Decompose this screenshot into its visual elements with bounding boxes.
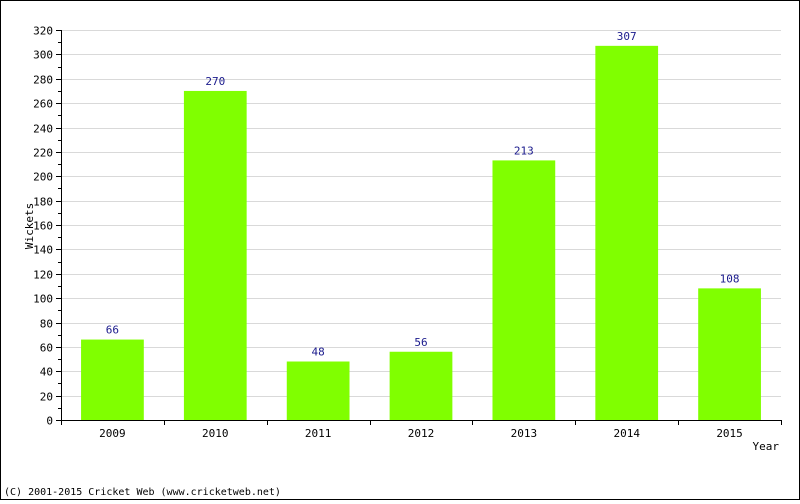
y-axis-label: Wickets (23, 203, 36, 249)
x-tick-label-2015: 2015 (716, 427, 743, 440)
y-tick-label: 180 (33, 196, 53, 209)
footer-copyright: (C) 2001-2015 Cricket Web (www.cricketwe… (4, 487, 281, 498)
y-tick-label: 100 (33, 293, 53, 306)
y-tick-label: 60 (40, 342, 53, 355)
axes (56, 30, 782, 425)
y-tick-labels: 0 20 40 60 80 100 120 140 160 180 200 220 240 260 280 3… (33, 25, 53, 428)
bar-2013 (492, 160, 556, 420)
bars (81, 45, 761, 420)
x-tick-label-2009: 2009 (99, 427, 126, 440)
y-tick-label: 0 (46, 415, 53, 428)
y-tick-label: 80 (40, 318, 53, 331)
x-tick-labels: 2009 2010 2011 2012 2013 2014 2015 (99, 427, 743, 440)
y-tick-label: 140 (33, 244, 53, 257)
bar-2014 (595, 45, 659, 420)
y-tick-label: 240 (33, 123, 53, 136)
y-tick-label: 120 (33, 269, 53, 282)
value-labels: 66 270 48 56 213 307 108 (106, 30, 740, 359)
value-label-2010: 270 (205, 75, 225, 88)
x-axis-label: Year (753, 440, 780, 453)
bar-2009 (81, 339, 144, 420)
value-label-2013: 213 (514, 144, 534, 157)
x-tick-label-2012: 2012 (408, 427, 435, 440)
y-tick-label: 320 (33, 25, 53, 38)
y-tick-label: 220 (33, 147, 53, 160)
y-tick-label: 300 (33, 49, 53, 62)
y-tick-label: 260 (33, 98, 53, 111)
grid-lines (61, 30, 781, 397)
value-label-2014: 307 (617, 30, 637, 43)
y-tick-label: 20 (40, 391, 53, 404)
value-label-2015: 108 (720, 272, 740, 285)
bar-2015 (698, 288, 761, 420)
bar-2012 (389, 351, 453, 420)
bar-2010 (183, 90, 247, 420)
x-tick-label-2013: 2013 (511, 427, 538, 440)
y-tick-label: 160 (33, 220, 53, 233)
y-tick-label: 40 (40, 366, 53, 379)
y-tick-label: 200 (33, 171, 53, 184)
value-label-2012: 56 (414, 336, 427, 349)
y-tick-label: 280 (33, 74, 53, 87)
x-tick-label-2010: 2010 (202, 427, 229, 440)
value-label-2011: 48 (312, 346, 325, 359)
x-tick-label-2011: 2011 (305, 427, 332, 440)
value-label-2009: 66 (106, 324, 119, 337)
bar-2011 (286, 361, 350, 420)
x-tick-label-2014: 2014 (613, 427, 640, 440)
